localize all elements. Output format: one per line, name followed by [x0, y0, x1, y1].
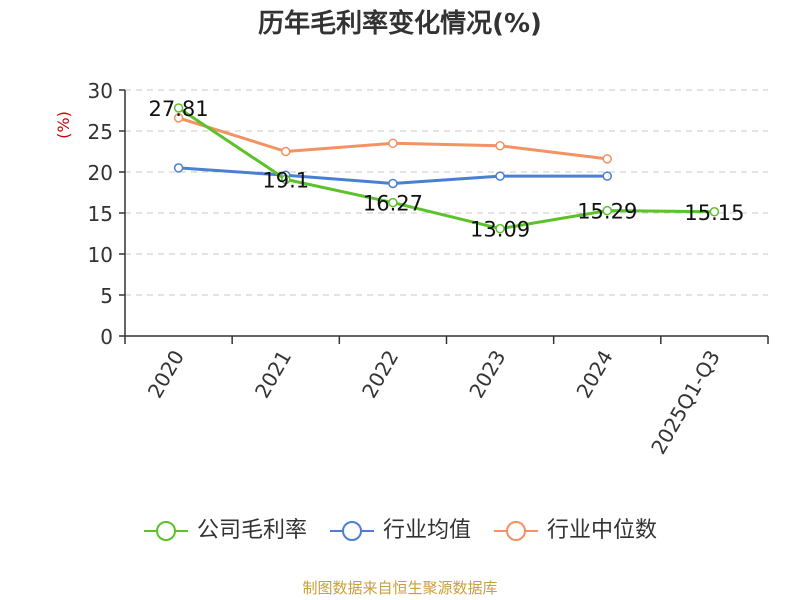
legend-item[interactable]: 公司毛利率 [143, 518, 307, 544]
data-point [602, 205, 612, 216]
y-tick-label: 15 [88, 202, 113, 226]
data-point [495, 223, 505, 234]
data-label: 19.1 [262, 168, 309, 192]
axes: 0 5 10 15 20 25 30 (%) 2020 2021 2022 2023 2024 2025Q… [54, 79, 769, 458]
y-tick-label: 10 [88, 243, 113, 267]
legend-swatch-marker [506, 521, 526, 541]
data-point [173, 113, 184, 123]
y-tick-label: 0 [100, 325, 113, 349]
legend-label: 公司毛利率 [196, 518, 307, 543]
x-tick-label: 2020 [143, 346, 189, 402]
x-tick-label: 2024 [571, 346, 617, 402]
x-tick-label: 2021 [250, 346, 296, 402]
data-label: 15.15 [684, 201, 744, 225]
legend-swatch [329, 521, 374, 541]
data-label: 15.29 [577, 200, 637, 224]
legend-item[interactable]: 行业均值 [329, 518, 471, 544]
data-label: 16.27 [363, 192, 423, 216]
data-point [709, 207, 720, 217]
y-tick-label: 30 [88, 79, 113, 103]
data-point [388, 138, 398, 149]
gridlines [125, 89, 768, 296]
y-tick-label: 25 [88, 120, 113, 144]
legend-label: 行业均值 [382, 518, 471, 543]
data-labels: 27.81 19.1 16.27 13.09 15.29 15.15 [149, 97, 745, 242]
legend-swatch-marker [341, 521, 362, 541]
x-tick-label: 2025Q1-Q3 [646, 346, 725, 458]
series [173, 103, 720, 234]
data-point [388, 178, 398, 189]
data-label: 27.81 [149, 97, 209, 121]
x-tick-label: 2023 [464, 346, 510, 402]
data-label: 13.09 [470, 218, 530, 242]
x-tick-label: 2022 [357, 346, 403, 402]
legend-swatch-marker [155, 521, 176, 541]
data-point [602, 154, 612, 164]
data-point [602, 171, 612, 181]
data-point [388, 197, 398, 208]
legend-item[interactable]: 行业中位数 [493, 518, 657, 544]
data-point [281, 146, 291, 157]
data-point [173, 163, 184, 173]
legend-swatch [143, 521, 188, 541]
data-point [495, 141, 505, 151]
legend: 公司毛利率 行业均值 行业中位数 [0, 518, 800, 544]
data-point [281, 174, 291, 185]
chart-title: 历年毛利率变化情况(%) [258, 9, 542, 39]
y-tick-label: 5 [100, 284, 113, 308]
series-line-2 [178, 116, 608, 161]
data-point [173, 103, 184, 113]
data-point [495, 171, 505, 181]
y-tick-label: 20 [88, 161, 113, 185]
series-line-0 [177, 106, 715, 231]
legend-swatch [494, 521, 538, 541]
y-axis-label: (%) [54, 111, 73, 139]
legend-label: 行业中位数 [547, 518, 658, 543]
source-note: 制图数据来自恒生聚源数据库 [302, 579, 498, 597]
